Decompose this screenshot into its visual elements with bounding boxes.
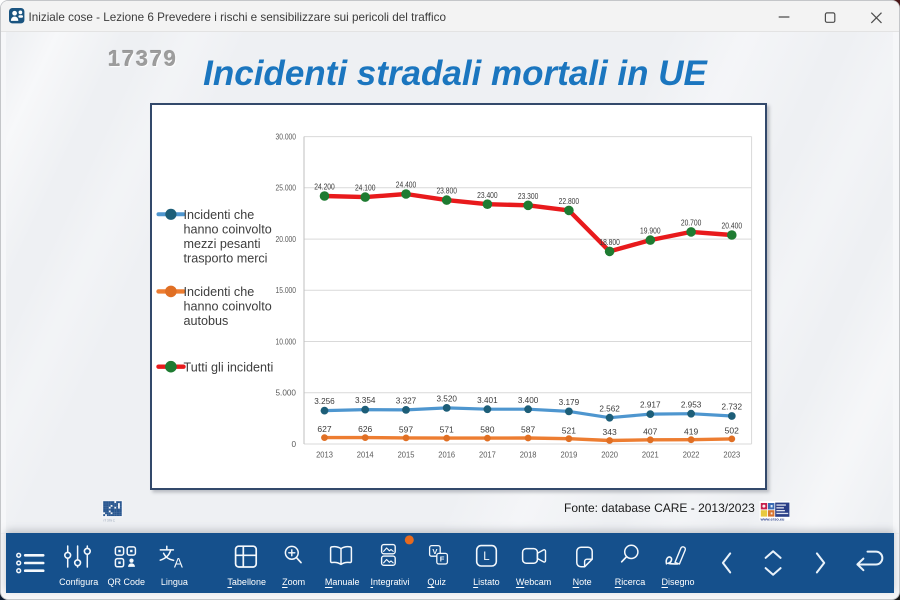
- svg-text:18.800: 18.800: [599, 238, 620, 247]
- svg-text:2.732: 2.732: [722, 403, 743, 412]
- svg-text:571: 571: [440, 426, 455, 435]
- svg-text:A: A: [174, 556, 183, 571]
- svg-text:2015: 2015: [398, 451, 415, 460]
- svg-text:3.354: 3.354: [355, 396, 376, 405]
- svg-text:Tutti gli incidenti: Tutti gli incidenti: [184, 360, 274, 374]
- svg-text:3.400: 3.400: [518, 396, 539, 405]
- svg-text:5.000: 5.000: [276, 389, 297, 398]
- svg-text:3.520: 3.520: [436, 395, 457, 404]
- svg-text:22.800: 22.800: [559, 197, 580, 206]
- svg-text:2022: 2022: [683, 451, 700, 460]
- svg-text:20.000: 20.000: [276, 235, 297, 244]
- svg-text:30.000: 30.000: [276, 133, 297, 142]
- svg-text:23.300: 23.300: [518, 192, 539, 201]
- svg-text:3.401: 3.401: [477, 396, 498, 405]
- svg-text:3.327: 3.327: [396, 397, 417, 406]
- svg-text:autobus: autobus: [184, 314, 229, 328]
- svg-text:521: 521: [562, 426, 577, 435]
- svg-text:V: V: [432, 547, 438, 556]
- svg-text:343: 343: [603, 428, 618, 437]
- svg-text:597: 597: [399, 426, 414, 435]
- svg-text:2019: 2019: [561, 451, 578, 460]
- svg-text:587: 587: [521, 426, 536, 435]
- svg-text:2023: 2023: [723, 451, 740, 460]
- svg-text:23.800: 23.800: [436, 187, 457, 196]
- svg-text:2014: 2014: [357, 451, 374, 460]
- svg-text:419: 419: [684, 427, 699, 436]
- svg-text:3.256: 3.256: [314, 397, 335, 406]
- svg-text:Incidenti che: Incidenti che: [184, 285, 255, 299]
- svg-text:2020: 2020: [601, 451, 618, 460]
- svg-text:2.953: 2.953: [681, 400, 702, 409]
- svg-text:2013: 2013: [316, 451, 333, 460]
- svg-text:24.200: 24.200: [314, 183, 335, 192]
- svg-text:10.000: 10.000: [276, 337, 297, 346]
- svg-text:2.917: 2.917: [640, 401, 661, 410]
- svg-text:23.400: 23.400: [477, 191, 498, 200]
- svg-text:20.400: 20.400: [722, 222, 743, 231]
- svg-text:2017: 2017: [479, 451, 496, 460]
- svg-text:20.700: 20.700: [681, 219, 702, 228]
- svg-text:www.erso.eu: www.erso.eu: [760, 516, 785, 521]
- svg-text:24.100: 24.100: [355, 184, 376, 193]
- svg-text:0: 0: [291, 440, 296, 449]
- svg-text:626: 626: [358, 425, 373, 434]
- svg-text:627: 627: [317, 425, 332, 434]
- svg-text:hanno coinvolto: hanno coinvolto: [184, 300, 272, 314]
- svg-text:hanno coinvolto: hanno coinvolto: [184, 223, 272, 237]
- svg-text:19.900: 19.900: [640, 227, 661, 236]
- svg-text:F: F: [440, 555, 445, 564]
- svg-text:407: 407: [643, 427, 658, 436]
- svg-text:Incidenti che: Incidenti che: [184, 208, 255, 222]
- svg-text:L: L: [483, 551, 490, 563]
- svg-text:2016: 2016: [438, 451, 455, 460]
- svg-text:502: 502: [725, 427, 740, 436]
- svg-text:2.562: 2.562: [599, 404, 620, 413]
- svg-text:3.179: 3.179: [559, 398, 580, 407]
- svg-text:2021: 2021: [642, 451, 659, 460]
- svg-text:15.000: 15.000: [276, 286, 297, 295]
- svg-text:24.400: 24.400: [396, 181, 417, 190]
- svg-text:2018: 2018: [520, 451, 537, 460]
- svg-text:580: 580: [480, 426, 495, 435]
- svg-text:mezzi pesanti: mezzi pesanti: [184, 237, 261, 251]
- svg-text:25.000: 25.000: [276, 184, 297, 193]
- svg-text:IT 379 C: IT 379 C: [104, 518, 116, 522]
- svg-text:trasporto merci: trasporto merci: [184, 252, 268, 266]
